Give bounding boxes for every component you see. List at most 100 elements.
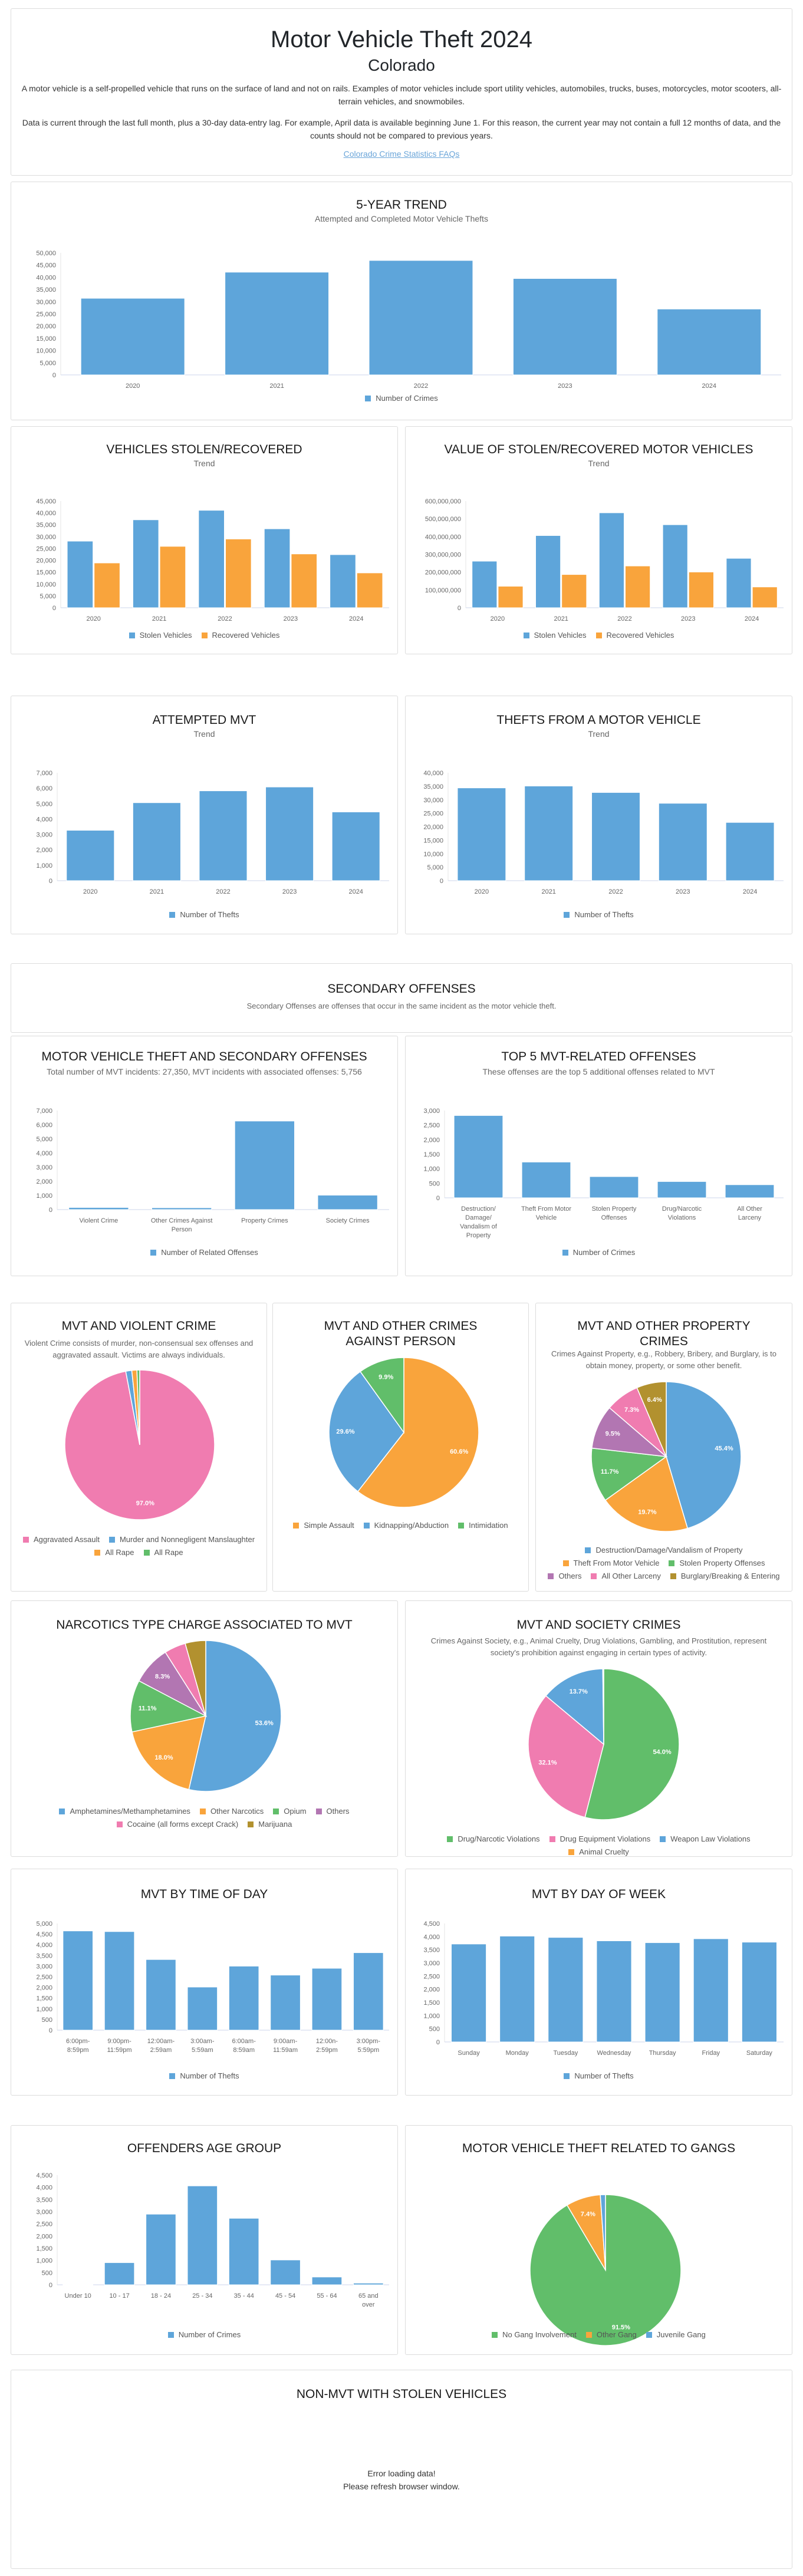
bar-number-of-thefts[interactable] <box>265 786 314 881</box>
bar-number-of-crimes[interactable] <box>228 2218 259 2285</box>
pie-slice-drug-equipment-violations[interactable] <box>528 1695 604 1818</box>
pie-slice-animal-cruelty[interactable] <box>602 1668 604 1745</box>
bar-number-of-crimes[interactable] <box>187 2185 218 2285</box>
bar-stolen-vehicles[interactable] <box>198 510 225 608</box>
legend-item[interactable]: Theft From Motor Vehicle <box>562 1557 659 1570</box>
legend-item[interactable]: Stolen Vehicles <box>523 629 587 642</box>
bar-number-of-thefts[interactable] <box>451 1943 487 2043</box>
legend-item[interactable]: Number of Thefts <box>564 908 634 921</box>
legend-item[interactable]: Number of Related Offenses <box>150 1246 258 1259</box>
legend-item[interactable]: Opium <box>273 1805 307 1818</box>
bar-number-of-crimes[interactable] <box>657 308 762 375</box>
bar-number-of-crimes[interactable] <box>589 1176 639 1198</box>
legend-item[interactable]: Number of Thefts <box>169 2070 239 2083</box>
bar-number-of-crimes[interactable] <box>146 2213 176 2285</box>
bar-recovered-vehicles[interactable] <box>625 565 651 608</box>
legend-item[interactable]: Marijuana <box>248 1818 292 1831</box>
bar-stolen-vehicles[interactable] <box>726 558 752 608</box>
pie-slice-stolen-property-offenses[interactable] <box>591 1447 668 1501</box>
bar-stolen-vehicles[interactable] <box>264 528 291 608</box>
legend-item[interactable]: Amphetamines/Methamphetamines <box>59 1805 190 1818</box>
legend-item[interactable]: Others <box>548 1570 581 1583</box>
legend-item[interactable]: Recovered Vehicles <box>595 629 674 642</box>
legend-item[interactable]: Weapon Law Violations <box>660 1833 751 1846</box>
bar-number-of-thefts[interactable] <box>644 1942 680 2043</box>
bar-number-of-thefts[interactable] <box>457 788 506 881</box>
bar-number-of-thefts[interactable] <box>658 803 707 881</box>
pie-slice-opium[interactable] <box>130 1680 208 1733</box>
pie-slice-weapon-law-violations[interactable] <box>545 1668 604 1745</box>
pie-slice-destruction-damage-vandalism-of-property[interactable] <box>666 1381 742 1529</box>
pie-slice-intimidation[interactable] <box>360 1357 404 1434</box>
bar-recovered-vehicles[interactable] <box>498 585 524 608</box>
legend-item[interactable]: Drug Equipment Violations <box>549 1833 650 1846</box>
bar-stolen-vehicles[interactable] <box>330 554 356 608</box>
bar-number-of-crimes[interactable] <box>521 1161 571 1198</box>
bar-stolen-vehicles[interactable] <box>472 561 498 608</box>
faq-link[interactable]: Colorado Crime Statistics FAQs <box>343 149 460 159</box>
legend-item[interactable]: Number of Crimes <box>562 1246 635 1259</box>
bar-number-of-thefts[interactable] <box>104 1931 135 2031</box>
bar-number-of-crimes[interactable] <box>270 2259 301 2285</box>
bar-number-of-thefts[interactable] <box>548 1937 584 2043</box>
bar-stolen-vehicles[interactable] <box>67 541 94 608</box>
bar-number-of-thefts[interactable] <box>693 1938 729 2043</box>
bar-number-of-thefts[interactable] <box>66 830 115 881</box>
legend-item[interactable]: Number of Crimes <box>365 392 438 405</box>
bar-recovered-vehicles[interactable] <box>225 538 252 608</box>
legend-item[interactable]: Number of Thefts <box>564 2070 634 2083</box>
bar-recovered-vehicles[interactable] <box>561 574 587 608</box>
bar-recovered-vehicles[interactable] <box>752 587 778 608</box>
bar-number-of-thefts[interactable] <box>270 1975 301 2031</box>
bar-number-of-crimes[interactable] <box>353 2282 384 2285</box>
pie-slice-marijuana[interactable] <box>185 1640 206 1717</box>
bar-number-of-thefts[interactable] <box>146 1959 176 2031</box>
bar-recovered-vehicles[interactable] <box>688 571 714 608</box>
bar-recovered-vehicles[interactable] <box>356 572 383 608</box>
bar-recovered-vehicles[interactable] <box>94 562 120 608</box>
bar-number-of-related-offenses[interactable] <box>234 1121 295 1210</box>
pie-slice-drug-narcotic-violations[interactable] <box>584 1668 680 1820</box>
bar-recovered-vehicles[interactable] <box>159 546 186 608</box>
legend-item[interactable]: Intimidation <box>458 1519 508 1532</box>
bar-number-of-thefts[interactable] <box>725 822 775 881</box>
legend-item[interactable]: Number of Crimes <box>167 2328 241 2341</box>
legend-item[interactable]: Stolen Property Offenses <box>669 1557 765 1570</box>
legend-item[interactable]: Drug/Narcotic Violations <box>447 1833 540 1846</box>
bar-number-of-related-offenses[interactable] <box>317 1195 378 1210</box>
bar-number-of-thefts[interactable] <box>524 785 574 881</box>
bar-number-of-thefts[interactable] <box>741 1942 777 2043</box>
bar-number-of-crimes[interactable] <box>311 2277 343 2285</box>
bar-number-of-related-offenses[interactable] <box>151 1207 212 1210</box>
legend-item[interactable]: Other Narcotics <box>199 1805 264 1818</box>
bar-recovered-vehicles[interactable] <box>291 554 318 608</box>
pie-slice-amphetamines-methamphetamines[interactable] <box>188 1640 282 1792</box>
legend-item[interactable]: Other Gang <box>585 2328 637 2341</box>
bar-number-of-thefts[interactable] <box>331 811 380 881</box>
bar-number-of-crimes[interactable] <box>80 298 185 375</box>
bar-number-of-thefts[interactable] <box>187 1987 218 2031</box>
pie-slice-others[interactable] <box>591 1407 668 1458</box>
legend-item[interactable]: Number of Thefts <box>169 908 239 921</box>
bar-number-of-thefts[interactable] <box>199 790 248 881</box>
legend-item[interactable]: Destruction/Damage/Vandalism of Property <box>585 1544 743 1557</box>
bar-stolen-vehicles[interactable] <box>662 524 688 608</box>
bar-number-of-thefts[interactable] <box>62 1931 94 2031</box>
bar-number-of-thefts[interactable] <box>499 1935 535 2043</box>
bar-stolen-vehicles[interactable] <box>598 512 624 608</box>
pie-slice-theft-from-motor-vehicle[interactable] <box>604 1455 689 1532</box>
pie-slice-juvenile-gang[interactable] <box>600 2194 606 2271</box>
legend-item[interactable]: Kidnapping/Abduction <box>363 1519 449 1532</box>
bar-number-of-thefts[interactable] <box>228 1965 259 2031</box>
legend-item[interactable]: Juvenile Gang <box>646 2328 706 2341</box>
legend-item[interactable]: Animal Cruelty <box>568 1846 629 1859</box>
legend-item[interactable]: Others <box>315 1805 350 1818</box>
bar-number-of-thefts[interactable] <box>353 1952 384 2031</box>
legend-item[interactable]: Murder and Nonnegligent Manslaughter <box>108 1533 255 1546</box>
pie-slice-simple-assault[interactable] <box>357 1357 479 1508</box>
legend-item[interactable]: Burglary/Breaking & Entering <box>670 1570 780 1583</box>
bar-number-of-crimes[interactable] <box>225 272 330 375</box>
bar-number-of-crimes[interactable] <box>725 1184 775 1198</box>
bar-number-of-thefts[interactable] <box>132 802 181 881</box>
pie-slice-kidnapping-abduction[interactable] <box>328 1371 404 1493</box>
